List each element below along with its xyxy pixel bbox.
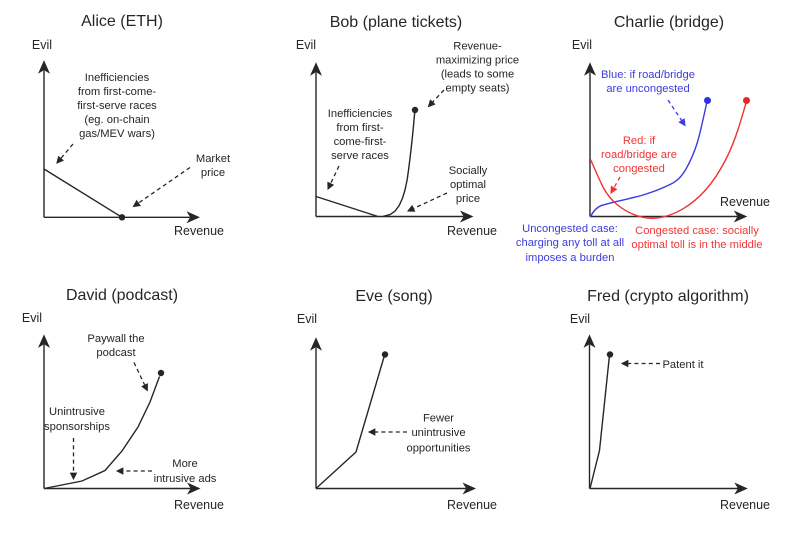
svg-text:Alice (ETH): Alice (ETH) xyxy=(81,13,163,30)
svg-text:Eve (song): Eve (song) xyxy=(355,288,432,305)
svg-text:Paywall the: Paywall the xyxy=(87,333,144,345)
svg-text:(eg. on-chain: (eg. on-chain xyxy=(84,114,149,126)
svg-text:Unintrusive: Unintrusive xyxy=(49,406,105,418)
svg-text:Evil: Evil xyxy=(22,311,42,325)
svg-text:empty seats): empty seats) xyxy=(445,83,509,95)
svg-text:Market: Market xyxy=(196,153,231,165)
svg-text:Blue: if road/bridge: Blue: if road/bridge xyxy=(601,69,695,81)
svg-text:sponsorships: sponsorships xyxy=(44,421,110,433)
svg-text:Revenue: Revenue xyxy=(720,195,770,209)
svg-text:Patent it: Patent it xyxy=(662,359,704,371)
svg-text:Bob (plane tickets): Bob (plane tickets) xyxy=(330,14,463,31)
svg-text:Evil: Evil xyxy=(572,38,592,52)
svg-text:Revenue: Revenue xyxy=(174,224,224,238)
svg-text:Charlie (bridge): Charlie (bridge) xyxy=(614,14,724,31)
svg-text:price: price xyxy=(456,193,480,205)
svg-text:are uncongested: are uncongested xyxy=(606,83,689,95)
svg-text:Inefficiencies: Inefficiencies xyxy=(85,72,150,84)
svg-text:congested: congested xyxy=(613,163,665,175)
svg-text:intrusive ads: intrusive ads xyxy=(154,473,217,485)
svg-text:Revenue-: Revenue- xyxy=(453,41,502,53)
svg-text:Fred (crypto algorithm): Fred (crypto algorithm) xyxy=(587,288,749,305)
svg-text:Congested case: socially: Congested case: socially xyxy=(635,225,759,237)
svg-text:maximizing price: maximizing price xyxy=(436,55,519,67)
svg-text:Evil: Evil xyxy=(570,312,590,326)
svg-text:Inefficiencies: Inefficiencies xyxy=(328,108,393,120)
svg-text:Socially: Socially xyxy=(449,165,488,177)
svg-text:Evil: Evil xyxy=(296,38,316,52)
svg-text:Red: if: Red: if xyxy=(623,135,656,147)
svg-text:road/bridge are: road/bridge are xyxy=(601,149,677,161)
svg-text:Revenue: Revenue xyxy=(720,498,770,512)
svg-text:optimal: optimal xyxy=(450,179,486,191)
svg-text:Revenue: Revenue xyxy=(447,498,497,512)
svg-text:Evil: Evil xyxy=(32,38,52,52)
svg-text:Fewer: Fewer xyxy=(423,413,454,425)
svg-text:first-serve races: first-serve races xyxy=(77,100,157,112)
svg-text:charging any toll at all: charging any toll at all xyxy=(516,237,624,249)
svg-text:Uncongested case:: Uncongested case: xyxy=(522,223,618,235)
svg-text:serve races: serve races xyxy=(331,150,389,162)
svg-text:gas/MEV wars): gas/MEV wars) xyxy=(79,128,155,140)
svg-text:optimal toll is in the middle: optimal toll is in the middle xyxy=(631,239,762,251)
svg-text:Revenue: Revenue xyxy=(447,224,497,238)
svg-text:David (podcast): David (podcast) xyxy=(66,287,178,304)
svg-text:Evil: Evil xyxy=(297,312,317,326)
svg-text:unintrusive: unintrusive xyxy=(411,427,465,439)
svg-text:come-first-: come-first- xyxy=(334,136,387,148)
svg-text:from first-come-: from first-come- xyxy=(78,86,157,98)
svg-text:opportunities: opportunities xyxy=(406,443,470,455)
svg-text:podcast: podcast xyxy=(96,347,136,359)
svg-text:from first-: from first- xyxy=(336,122,384,134)
svg-text:More: More xyxy=(172,458,198,470)
svg-text:Revenue: Revenue xyxy=(174,498,224,512)
svg-text:(leads to some: (leads to some xyxy=(441,69,514,81)
svg-text:imposes a burden: imposes a burden xyxy=(526,252,615,264)
svg-text:price: price xyxy=(201,167,225,179)
